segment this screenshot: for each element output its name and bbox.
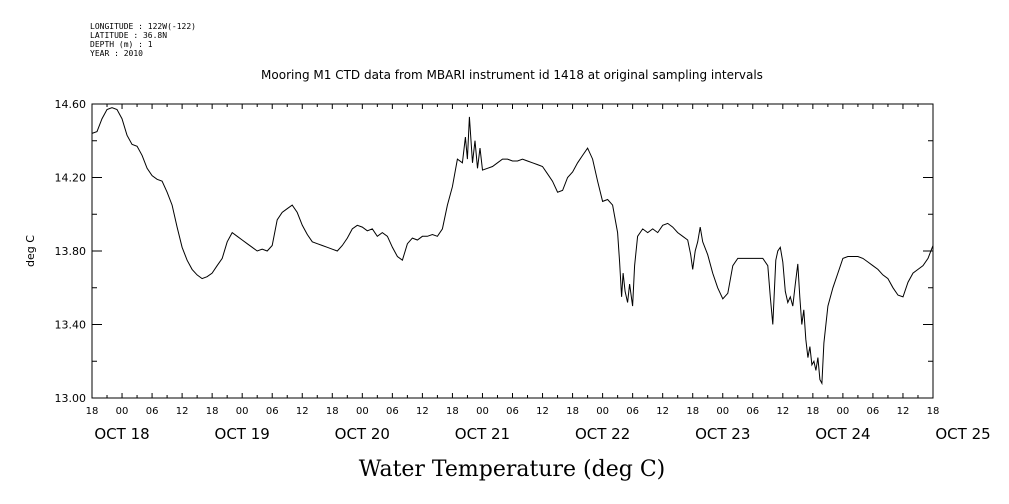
x-day-label: OCT 23 xyxy=(695,425,750,443)
x-hour-label: 18 xyxy=(86,406,99,417)
y-tick-label: 13.80 xyxy=(55,245,87,258)
x-hour-label: 12 xyxy=(296,406,309,417)
x-hour-label: 18 xyxy=(686,406,699,417)
x-hour-label: 12 xyxy=(536,406,549,417)
x-hour-label: 06 xyxy=(867,406,880,417)
x-day-label: OCT 18 xyxy=(94,425,149,443)
x-hour-label: 18 xyxy=(927,406,940,417)
x-hour-label: 12 xyxy=(656,406,669,417)
x-hour-label: 06 xyxy=(626,406,639,417)
metadata-block: LONGITUDE : 122W(-122) LATITUDE : 36.8N … xyxy=(90,22,196,58)
x-hour-label: 00 xyxy=(356,406,369,417)
x-hour-label: 06 xyxy=(506,406,519,417)
x-hour-label: 00 xyxy=(837,406,850,417)
x-hour-label: 06 xyxy=(746,406,759,417)
x-axis-label: Water Temperature (deg C) xyxy=(359,457,666,482)
x-hour-label: 12 xyxy=(416,406,429,417)
x-hour-label: 12 xyxy=(776,406,789,417)
series-line xyxy=(91,107,934,386)
x-day-label: OCT 24 xyxy=(815,425,870,443)
x-hour-label: 18 xyxy=(446,406,459,417)
metadata-longitude: LONGITUDE : 122W(-122) xyxy=(90,22,196,31)
plot-frame xyxy=(91,103,934,399)
chart-title: Mooring M1 CTD data from MBARI instrumen… xyxy=(261,68,763,82)
x-hour-label: 00 xyxy=(716,406,729,417)
x-day-label: OCT 25 xyxy=(935,425,990,443)
x-hour-label: 06 xyxy=(266,406,279,417)
x-hour-label: 00 xyxy=(476,406,489,417)
x-day-label: OCT 19 xyxy=(215,425,270,443)
y-tick-label: 14.20 xyxy=(55,172,87,185)
x-hour-label: 12 xyxy=(176,406,189,417)
x-hour-label: 06 xyxy=(146,406,159,417)
x-day-label: OCT 20 xyxy=(335,425,390,443)
x-hour-label: 18 xyxy=(206,406,219,417)
x-hour-label: 00 xyxy=(116,406,129,417)
metadata-year: YEAR : 2010 xyxy=(90,49,143,58)
x-hour-label: 18 xyxy=(326,406,339,417)
y-tick-labels: 13.00 13.40 13.80 14.20 14.60 xyxy=(55,98,87,405)
y-tick-label: 13.40 xyxy=(55,319,87,332)
y-tick-label: 14.60 xyxy=(55,98,87,111)
x-hour-label: 00 xyxy=(596,406,609,417)
x-day-label: OCT 21 xyxy=(455,425,510,443)
metadata-latitude: LATITUDE : 36.8N xyxy=(90,31,167,40)
x-hour-label: 18 xyxy=(806,406,819,417)
x-day-label: OCT 22 xyxy=(575,425,630,443)
metadata-depth: DEPTH (m) : 1 xyxy=(90,40,153,49)
x-hour-label: 12 xyxy=(897,406,910,417)
x-hour-label: 18 xyxy=(566,406,579,417)
x-hour-label: 00 xyxy=(236,406,249,417)
y-axis-label: deg C xyxy=(24,235,37,267)
axis-ticks xyxy=(91,103,934,399)
y-tick-label: 13.00 xyxy=(55,392,87,405)
x-tick-labels: 18 00 06 12 18 00 06 12 18 00 06 12 18 00 06 12 18 00 06 12… xyxy=(86,406,991,443)
x-hour-label: 06 xyxy=(386,406,399,417)
